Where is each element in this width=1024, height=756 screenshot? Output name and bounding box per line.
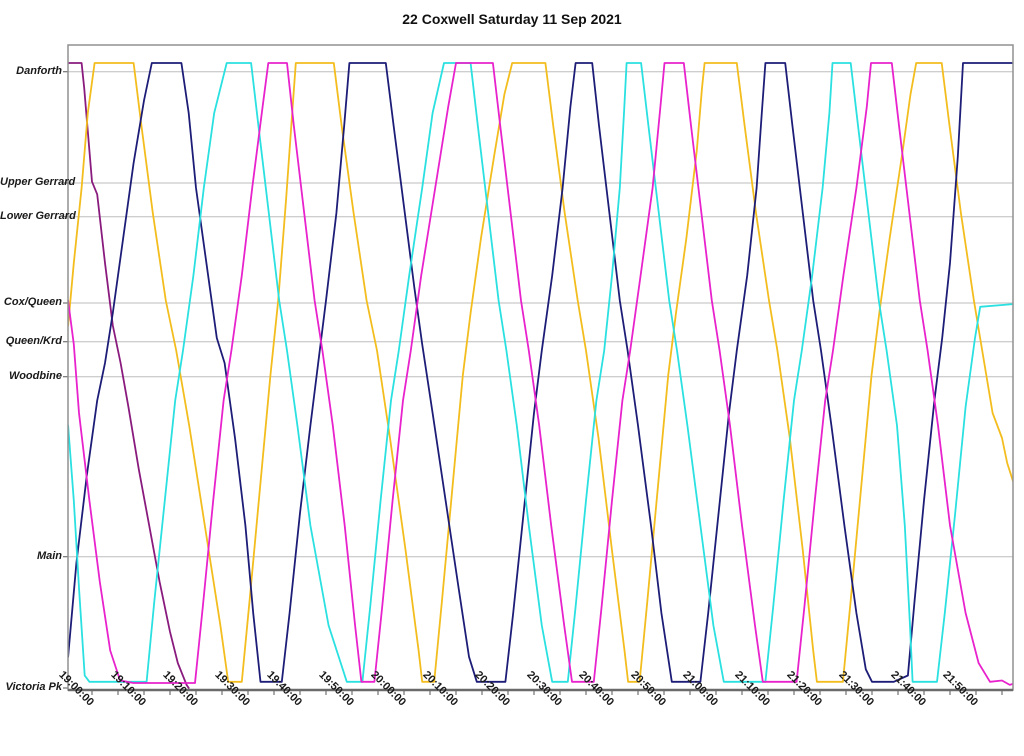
trajectory-bus-cyan bbox=[68, 62, 1013, 683]
chart-title: 22 Coxwell Saturday 11 Sep 2021 bbox=[402, 11, 622, 27]
time-label-wrap: 21:50:00 bbox=[890, 669, 980, 710]
stop-label-woodbine: Woodbine bbox=[9, 369, 62, 382]
stop-label-victoria-pk: Victoria Pk bbox=[5, 681, 62, 693]
stop-label-upper-gerrard: Upper Gerrard bbox=[0, 176, 76, 188]
stop-label-main: Main bbox=[36, 549, 62, 562]
trajectory-bus-purple bbox=[68, 62, 190, 689]
trajectory-bus-orange bbox=[68, 62, 1013, 683]
trajectory-bus-navy bbox=[68, 62, 1013, 683]
stop-label-lower-gerrard: Lower Gerrard bbox=[0, 209, 76, 222]
stop-label-danforth: Danforth bbox=[16, 64, 62, 77]
trajectory-bus-magenta bbox=[68, 62, 1013, 686]
stop-label-queen-krd: Queen/Krd bbox=[5, 334, 62, 347]
stop-label-cox-queen: Cox/Queen bbox=[3, 296, 62, 308]
